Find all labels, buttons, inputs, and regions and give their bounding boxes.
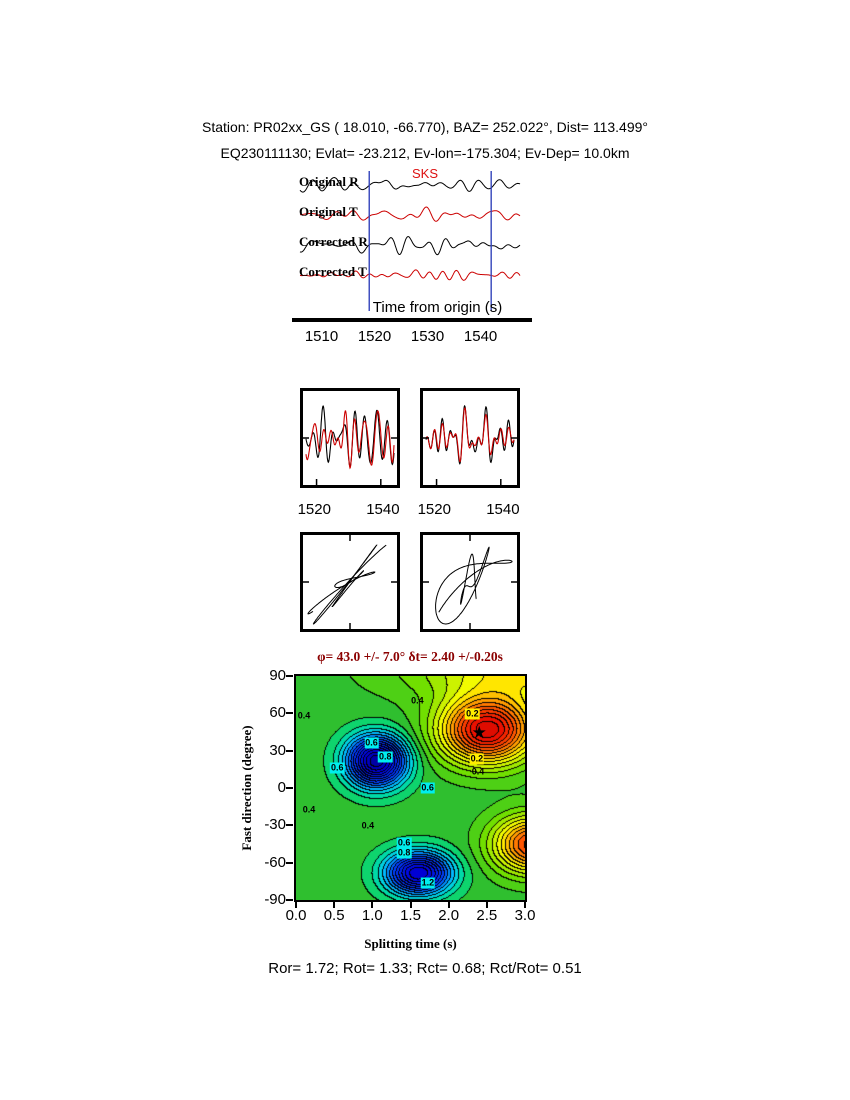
contour-y-tickmark bbox=[286, 675, 293, 677]
overlay-axis-tick-label: 1520 bbox=[417, 501, 451, 518]
contour-level-label: 0.2 bbox=[469, 753, 485, 765]
contour-x-tick-label: 2.0 bbox=[438, 907, 460, 924]
contour-level-label: 0.6 bbox=[364, 737, 379, 749]
waveform-overlay-plot-left bbox=[303, 405, 397, 485]
phase-label-sks: SKS bbox=[412, 166, 439, 181]
contour-x-tickmark bbox=[447, 902, 450, 908]
contour-overlay: ★ 0.4 0.2 0.4 0.6 0.8 0.6 0.2 0.4 0.6 0.4 0.4 0.6 0.… bbox=[296, 676, 525, 900]
contour-y-tickmark bbox=[286, 787, 293, 789]
time-axis-tick-label: 1530 bbox=[410, 328, 445, 345]
waveform-overlay-box-right bbox=[420, 388, 520, 488]
overlay-axis-tick-label: 1540 bbox=[486, 501, 520, 518]
time-axis-tick-label: 1540 bbox=[463, 328, 498, 345]
contour-x-tick-label: 0.0 bbox=[285, 907, 307, 924]
contour-level-label: 0.4 bbox=[297, 710, 311, 721]
contour-y-tick-label: -90 bbox=[264, 891, 286, 908]
time-axis-label: Time from origin (s) bbox=[372, 299, 503, 316]
contour-level-label: 0.8 bbox=[396, 847, 412, 859]
contour-y-tickmark bbox=[286, 824, 293, 827]
contour-x-tickmark bbox=[371, 902, 374, 908]
contour-x-tickmark bbox=[485, 902, 488, 908]
quality-ratios-line: Ror= 1.72; Rot= 1.33; Rct= 0.68; Rct/Rot… bbox=[268, 960, 582, 977]
trace-label-corrected-t: Corrected T bbox=[299, 264, 367, 279]
contour-level-label: 0.2 bbox=[465, 708, 480, 720]
contour-y-tick-label: 90 bbox=[269, 667, 286, 684]
contour-x-tickmark bbox=[333, 902, 336, 908]
waveform-overlay-box-left bbox=[300, 388, 400, 488]
trace-label-corrected-r: Corrected R bbox=[299, 234, 368, 249]
contour-y-tickmark bbox=[286, 861, 293, 864]
contour-level-label: 1.2 bbox=[420, 877, 436, 889]
event-info-line: EQ230111130; Evlat= -23.212, Ev-lon=-175… bbox=[220, 145, 630, 161]
trace-label-original-r: Original R bbox=[299, 174, 359, 189]
seismogram-trace bbox=[299, 269, 521, 281]
contour-x-tick-label: 0.5 bbox=[323, 907, 345, 924]
contour-level-label: 0.4 bbox=[302, 804, 316, 815]
seismogram-traces-plot bbox=[299, 171, 521, 311]
contour-y-tickmark bbox=[286, 749, 293, 752]
particle-motion-plot-corrected bbox=[423, 535, 517, 629]
time-axis-line bbox=[292, 318, 532, 322]
particle-motion-curve bbox=[435, 546, 513, 625]
contour-y-tickmark bbox=[286, 899, 293, 901]
particle-motion-box-corrected bbox=[420, 532, 520, 632]
contour-level-label: 0.4 bbox=[411, 695, 424, 706]
contour-x-tick-label: 1.5 bbox=[400, 907, 421, 924]
particle-motion-curve bbox=[307, 544, 387, 625]
contour-x-tickmark bbox=[409, 902, 412, 908]
best-solution-star: ★ bbox=[471, 723, 487, 743]
contour-y-tick-label: 0 bbox=[277, 779, 286, 796]
waveform-overlay-plot-right bbox=[423, 404, 517, 485]
contour-x-axis-label: Splitting time (s) bbox=[364, 936, 457, 951]
overlay-axis-tick-label: 1520 bbox=[297, 501, 331, 518]
contour-level-label: 0.6 bbox=[329, 762, 345, 774]
contour-x-tickmark bbox=[524, 902, 526, 908]
contour-level-label: 0.6 bbox=[396, 837, 412, 849]
particle-motion-box-original bbox=[300, 532, 400, 632]
splitting-result-title: φ= 43.0 +/- 7.0° δt= 2.40 +/-0.20s bbox=[317, 649, 503, 664]
seismogram-trace bbox=[299, 206, 521, 222]
contour-level-label: 0.8 bbox=[378, 751, 393, 763]
contour-x-tick-label: 3.0 bbox=[514, 907, 536, 924]
contour-level-label: 0.6 bbox=[420, 782, 435, 794]
misfit-contour-plot: ★ 0.4 0.2 0.4 0.6 0.8 0.6 0.2 0.4 0.6 0.4 0.4 0.6 0.… bbox=[294, 674, 527, 902]
contour-y-tick-label: 30 bbox=[269, 741, 286, 759]
contour-level-label: 0.4 bbox=[361, 820, 375, 831]
misfit-contour-canvas bbox=[296, 676, 525, 900]
seismogram-trace bbox=[299, 176, 521, 193]
time-axis-tick-label: 1510 bbox=[304, 328, 339, 345]
overlay-trace-slow bbox=[305, 410, 395, 470]
contour-x-tick-label: 2.5 bbox=[476, 907, 498, 924]
station-info-line: Station: PR02xx_GS ( 18.010, -66.770), B… bbox=[202, 119, 648, 135]
time-axis-tick-label: 1520 bbox=[357, 328, 392, 345]
contour-y-tickmark bbox=[286, 712, 293, 715]
trace-label-original-t: Original T bbox=[299, 204, 358, 219]
contour-y-tick-label: 60 bbox=[269, 704, 286, 722]
particle-motion-plot-original bbox=[303, 535, 397, 629]
contour-x-tickmark bbox=[295, 902, 297, 908]
overlay-trace-slow bbox=[425, 407, 515, 463]
contour-y-tick-label: -60 bbox=[264, 853, 286, 871]
contour-level-label: 0.4 bbox=[471, 766, 485, 777]
overlay-axis-tick-label: 1540 bbox=[366, 501, 400, 518]
seismogram-trace bbox=[299, 236, 521, 256]
overlay-trace-fast bbox=[425, 404, 515, 465]
contour-x-tick-label: 1.0 bbox=[361, 907, 383, 924]
contour-y-tick-label: -30 bbox=[264, 816, 286, 834]
